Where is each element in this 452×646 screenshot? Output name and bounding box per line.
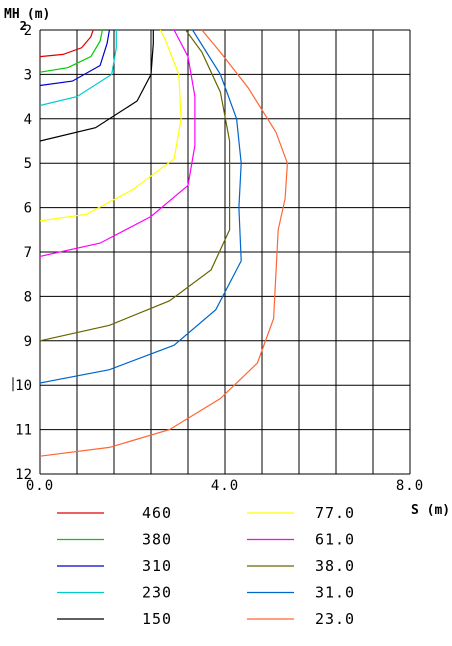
legend-label: 460	[142, 504, 172, 522]
legend-label: 77.0	[315, 504, 355, 522]
contour-line-230	[39, 30, 117, 107]
legend-label: 230	[142, 584, 172, 602]
y-axis-label-main: MH	[4, 7, 20, 22]
legend-label: 23.0	[315, 610, 355, 628]
y-tick-label: 11	[15, 423, 32, 439]
y-tick-label: 2	[24, 23, 32, 39]
contour-line-77-0	[39, 29, 182, 222]
y-tick-label: 8	[24, 289, 32, 305]
x-tick-label: 0.0	[26, 478, 54, 494]
contour-line-150	[39, 30, 154, 142]
contour-line-31-0	[39, 29, 242, 384]
legend-label: 310	[142, 557, 172, 575]
contour-lines	[39, 29, 289, 457]
x-axis-label: S (m)	[411, 503, 450, 518]
legend-label: 150	[142, 610, 172, 628]
x-tick-label: 8.0	[396, 478, 424, 494]
x-tick-label: 4.0	[211, 478, 239, 494]
y-tick-label: 3	[24, 67, 32, 83]
grid	[39, 29, 411, 475]
contour-line-310	[39, 29, 110, 87]
legend: 460 380 310 230 150 77.0 61.0 38.0 31.0 23.0	[57, 504, 355, 628]
contour-line-460	[39, 29, 94, 58]
y-tick-label: 7	[24, 245, 32, 261]
y-tick-label: 9	[24, 334, 32, 350]
contour-line-38-0	[39, 29, 231, 342]
y-tick-label: 4	[24, 112, 32, 128]
y-tick-label: 10	[15, 378, 32, 394]
y-tick-label: 12	[15, 467, 32, 483]
contour-line-23-0	[39, 29, 289, 457]
y-axis-label-subscript: 2	[20, 19, 27, 33]
y-axis-label-unit: (m)	[27, 7, 50, 22]
legend-label: 380	[142, 531, 172, 549]
contour-line-61-0	[39, 29, 196, 257]
tick-labels: 2 3 4 5 6 7 8 9 10 11 120.0 4.0 8.0	[12, 23, 424, 494]
legend-label: 61.0	[315, 531, 355, 549]
legend-label: 31.0	[315, 584, 355, 602]
y-tick-label: 6	[24, 201, 32, 217]
legend-label: 38.0	[315, 557, 355, 575]
y-axis-label: MH2(m)	[4, 7, 50, 33]
y-tick-label: 5	[24, 156, 32, 172]
contour-line-380	[39, 29, 103, 73]
